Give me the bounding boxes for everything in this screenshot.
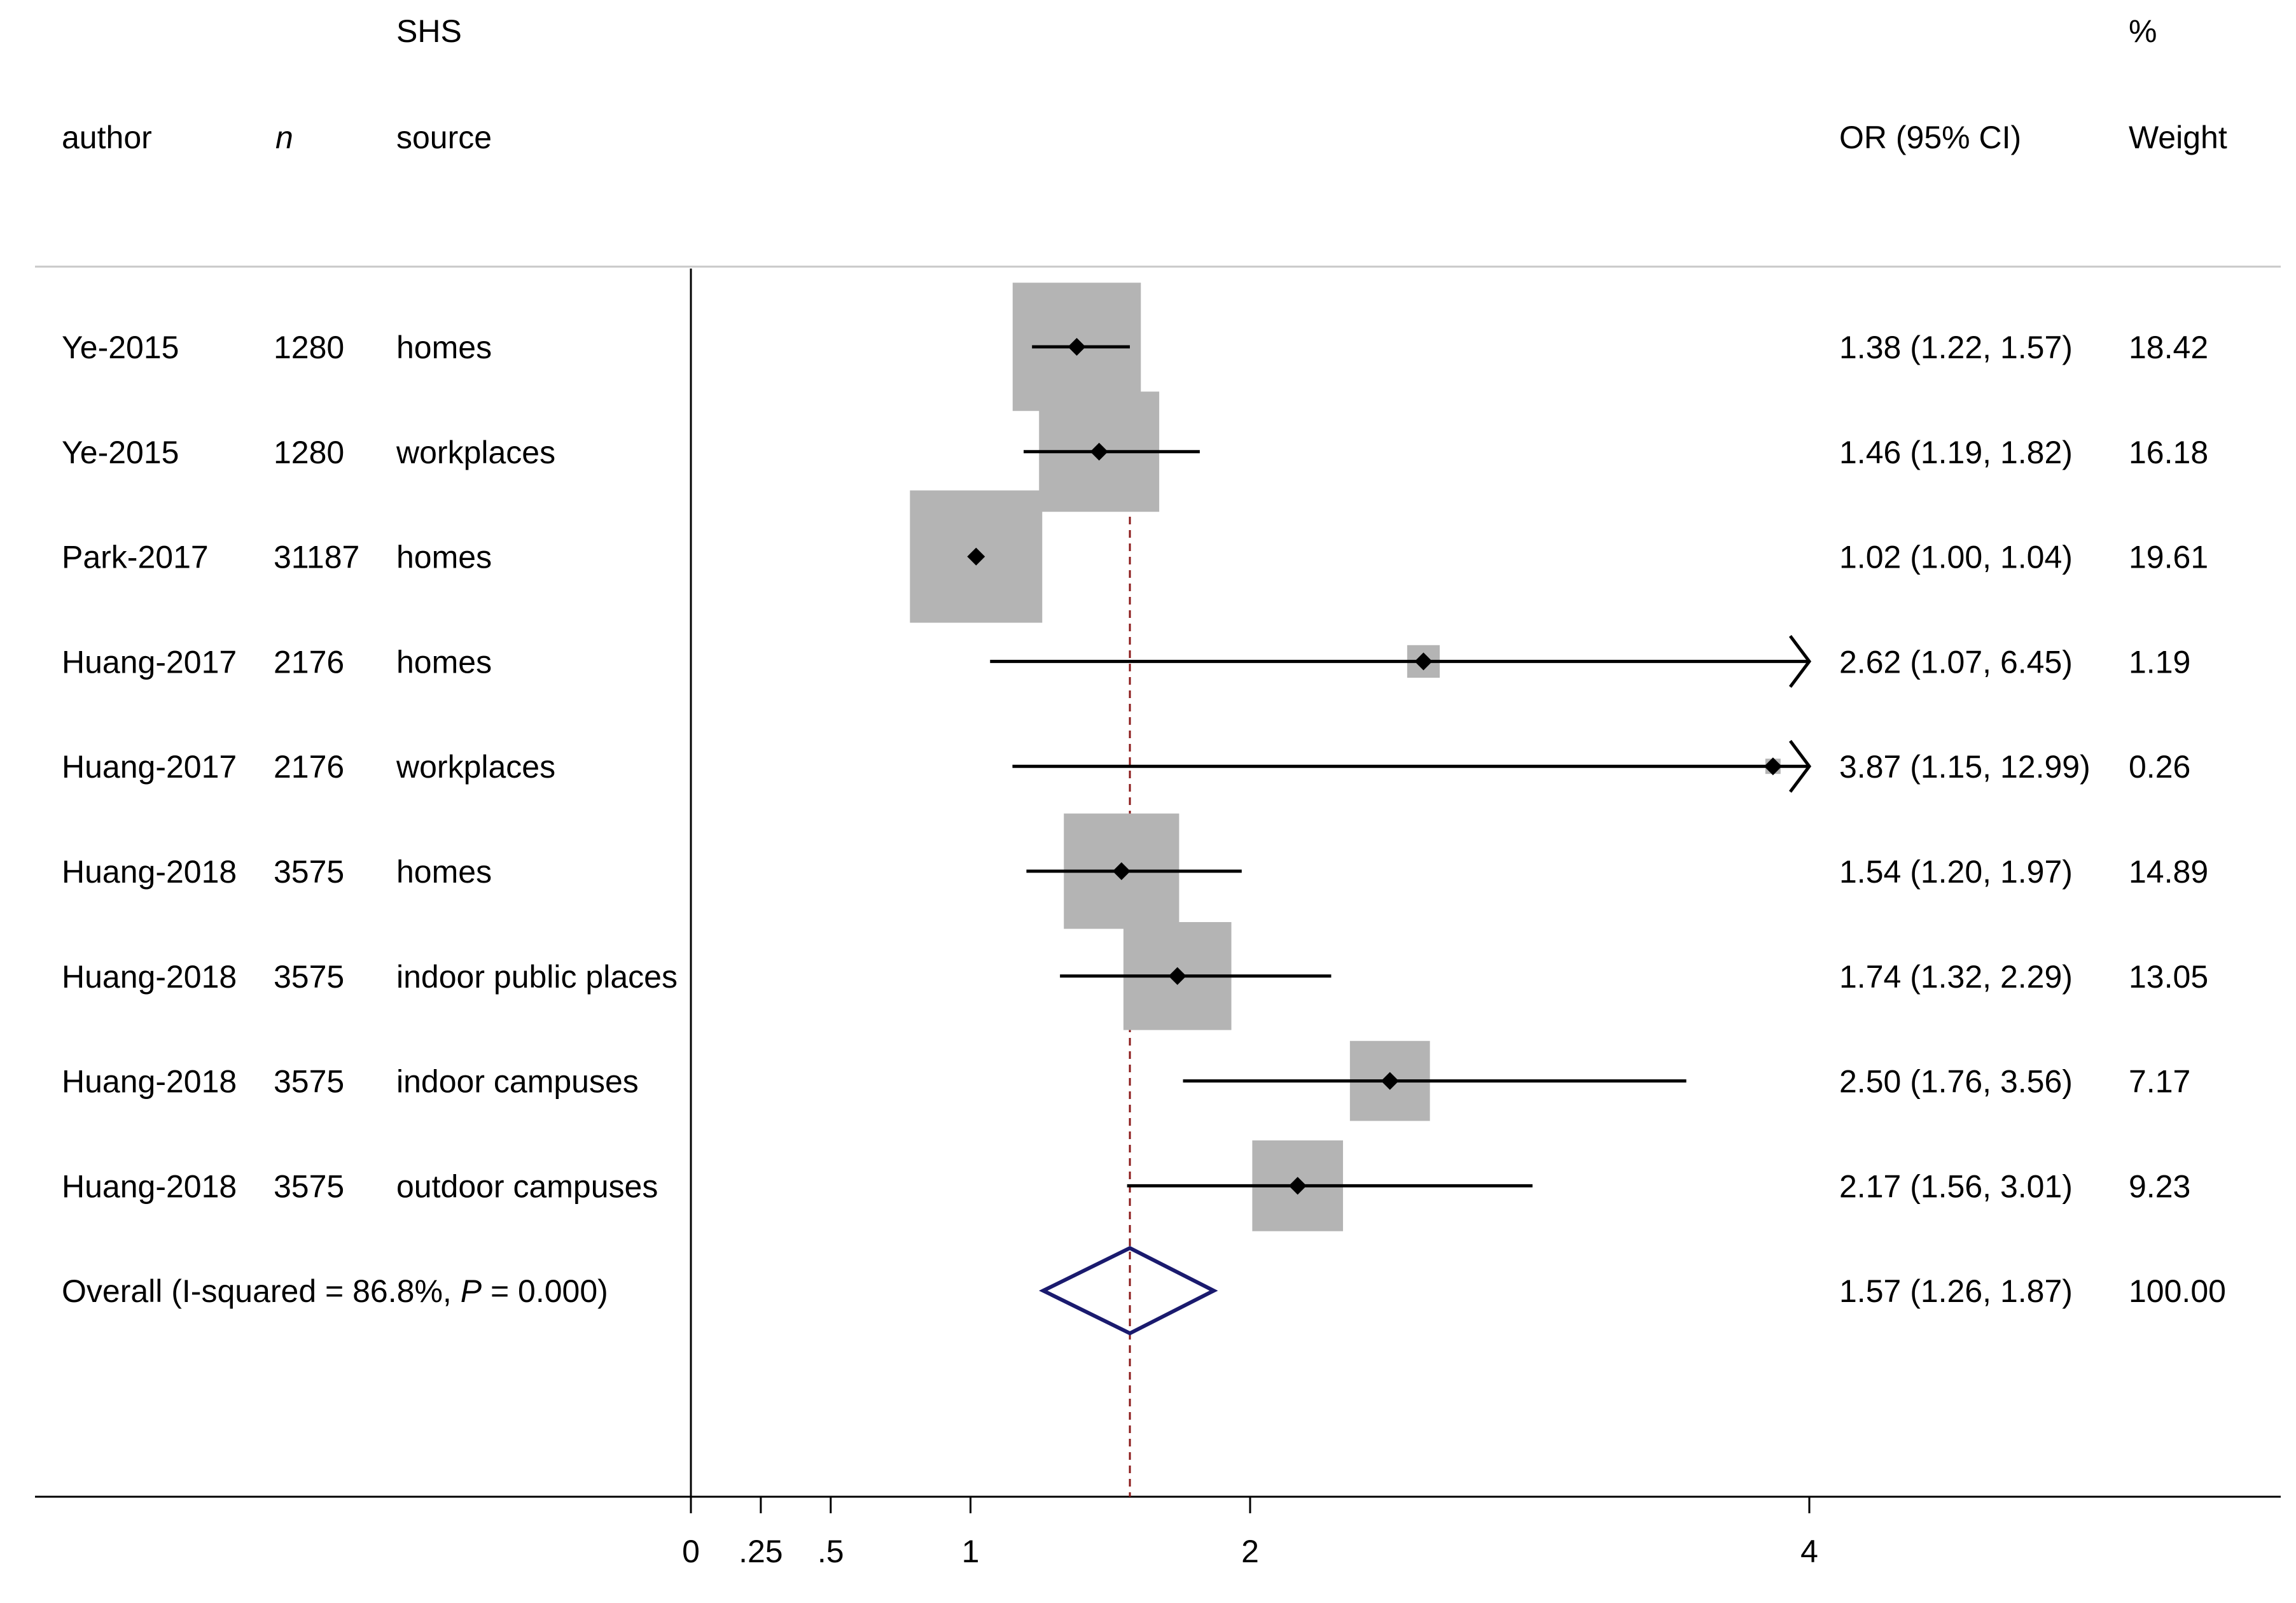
study-author: Huang-2018 [62,854,237,890]
study-source: outdoor campuses [396,1168,658,1204]
header-author: author [62,120,152,155]
overall-diamond [1038,1245,1218,1336]
plot-marks [910,283,1812,1497]
x-tick-label: 0 [682,1534,700,1569]
study-n: 1280 [274,435,344,470]
point-estimate [1090,442,1108,461]
x-axis-ticks: 0 .25 .5 1 2 4 [682,1497,1818,1569]
x-tick-label: 2 [1241,1534,1259,1569]
study-weight: 9.23 [2129,1168,2190,1204]
overall-label: Overall (I-squared = 86.8%, P = 0.000) [62,1273,608,1309]
study-or-ci: 1.54 (1.20, 1.97) [1839,854,2073,890]
overall-or-ci: 1.57 (1.26, 1.87) [1839,1273,2073,1309]
study-weight: 1.19 [2129,644,2190,680]
study-rows: Ye-2015 1280 homes 1.38 (1.22, 1.57) 18.42 Ye… [62,330,2226,1309]
study-n: 31187 [274,540,359,575]
study-author: Park-2017 [62,540,209,575]
study-n: 3575 [274,854,344,890]
study-source: workplaces [396,435,555,470]
study-or-ci: 1.38 (1.22, 1.57) [1839,330,2073,365]
x-tick-label: .5 [818,1534,844,1569]
study-author: Huang-2018 [62,1064,237,1100]
header-shs: SHS [396,13,462,49]
study-weight: 7.17 [2129,1064,2190,1100]
study-source: indoor public places [396,959,678,995]
point-estimate [1764,757,1782,776]
header-weight: Weight [2129,120,2227,155]
x-tick-label: .25 [739,1534,783,1569]
study-source: homes [396,854,492,890]
study-weight: 13.05 [2129,959,2208,995]
point-estimate [1381,1072,1399,1090]
x-tick-label: 4 [1800,1534,1818,1569]
study-author: Huang-2018 [62,1168,237,1204]
study-or-ci: 2.17 (1.56, 3.01) [1839,1168,2073,1204]
study-weight: 16.18 [2129,435,2208,470]
study-source: homes [396,540,492,575]
study-n: 3575 [274,1064,344,1100]
study-author: Huang-2017 [62,749,237,785]
study-n: 3575 [274,1168,344,1204]
header-n: n [275,120,293,155]
study-or-ci: 1.74 (1.32, 2.29) [1839,959,2073,995]
study-weight: 14.89 [2129,854,2208,890]
study-author: Huang-2018 [62,959,237,995]
header-or-ci: OR (95% CI) [1839,120,2021,155]
study-source: homes [396,330,492,365]
point-estimate [1068,338,1086,356]
study-n: 3575 [274,959,344,995]
study-weight: 0.26 [2129,749,2190,785]
header-source: source [396,120,492,155]
study-source: indoor campuses [396,1064,639,1100]
header-percent: % [2129,13,2157,49]
x-tick-label: 1 [962,1534,980,1569]
study-source: homes [396,644,492,680]
study-author: Ye-2015 [62,435,179,470]
study-or-ci: 1.02 (1.00, 1.04) [1839,540,2073,575]
study-weight: 18.42 [2129,330,2208,365]
point-estimate [1168,967,1186,985]
study-weight: 19.61 [2129,540,2208,575]
study-or-ci: 2.62 (1.07, 6.45) [1839,644,2073,680]
study-n: 2176 [274,749,344,785]
study-n: 1280 [274,330,344,365]
overall-weight: 100.00 [2129,1273,2226,1309]
ci-arrow [1789,634,1812,688]
study-or-ci: 3.87 (1.15, 12.99) [1839,749,2091,785]
study-author: Ye-2015 [62,330,179,365]
study-source: workplaces [396,749,555,785]
point-estimate [1112,862,1131,880]
point-estimate [1414,652,1433,671]
point-estimate [967,547,985,566]
point-estimate [1288,1177,1307,1195]
study-author: Huang-2017 [62,644,237,680]
study-or-ci: 2.50 (1.76, 3.56) [1839,1064,2073,1100]
study-or-ci: 1.46 (1.19, 1.82) [1839,435,2073,470]
ci-arrow [1789,739,1812,793]
study-n: 2176 [274,644,344,680]
